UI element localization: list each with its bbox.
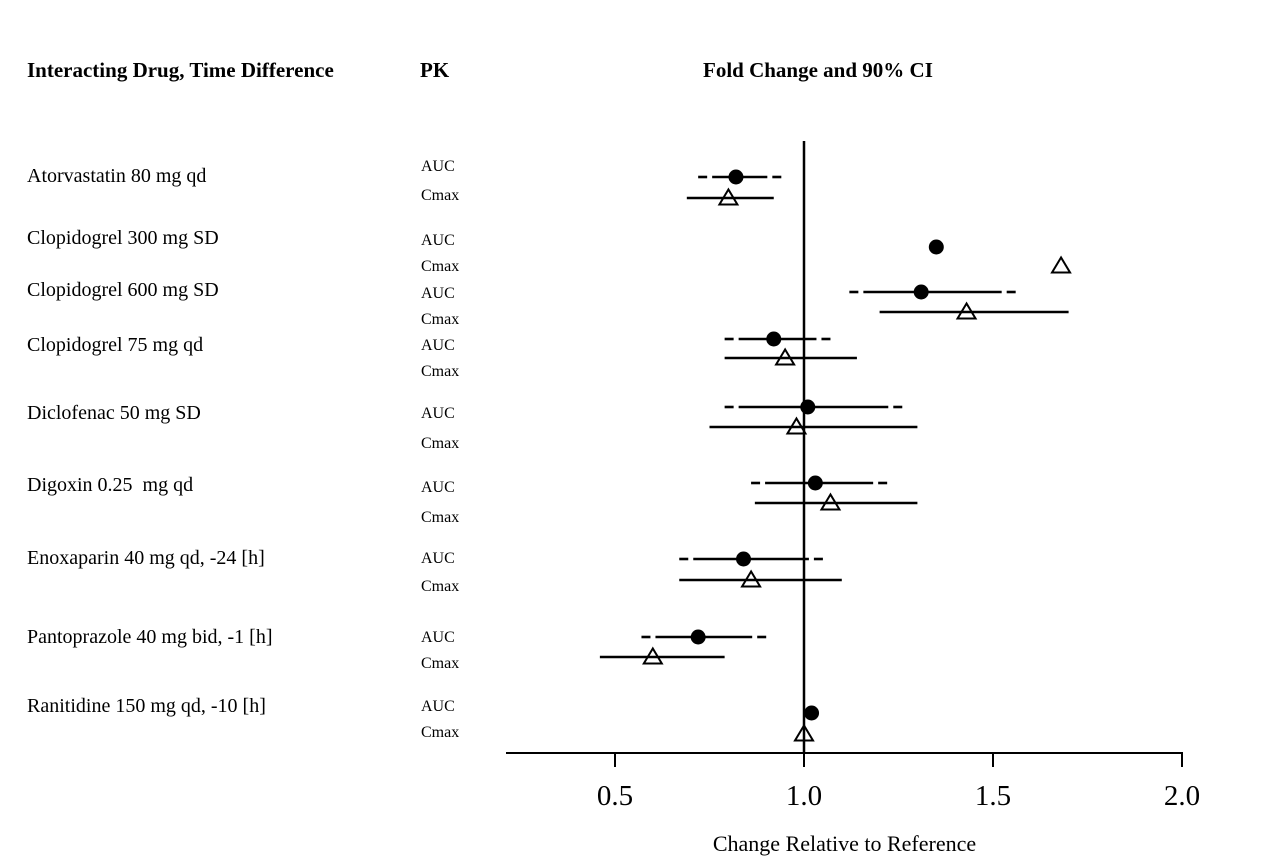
drug-label: Clopidogrel 75 mg qd [27,334,204,356]
column-header-pk: PK [420,58,450,82]
column-header-fold-change: Fold Change and 90% CI [703,58,933,82]
cmax-marker [717,187,740,206]
drug-label: Digoxin 0.25 mg qd [27,474,194,496]
cmax-marker [642,646,664,665]
x-tick-label: 0.5 [597,780,633,812]
pk-label-auc: AUC [421,550,455,567]
drug-label: Atorvastatin 80 mg qd [27,165,207,187]
x-tick-label: 1.5 [975,780,1011,812]
auc-marker [800,399,816,415]
auc-marker [766,331,782,347]
pk-label-cmax: Cmax [421,578,460,595]
pk-label-auc: AUC [421,285,455,302]
drug-label: Ranitidine 150 mg qd, -10 [h] [27,695,266,717]
drug-label: Diclofenac 50 mg SD [27,402,201,424]
pk-label-cmax: Cmax [421,724,460,741]
pk-label-auc: AUC [421,698,455,715]
pk-label-cmax: Cmax [421,435,460,452]
x-tick-label: 1.0 [786,780,822,812]
auc-marker [913,284,929,300]
pk-label-auc: AUC [421,479,455,496]
pk-label-auc: AUC [421,158,455,175]
auc-marker [804,705,820,721]
drug-label: Enoxaparin 40 mg qd, -24 [h] [27,547,265,569]
cmax-marker [955,301,978,320]
auc-marker [728,169,744,185]
cmax-marker [819,492,842,511]
auc-marker [928,239,944,255]
pk-label-cmax: Cmax [421,509,460,526]
pk-label-cmax: Cmax [421,187,460,204]
drug-label: Clopidogrel 600 mg SD [27,279,219,301]
cmax-marker [1050,255,1072,274]
pk-label-cmax: Cmax [421,655,460,672]
auc-marker [807,475,823,491]
x-axis-title: Change Relative to Reference [712,831,977,856]
cmax-marker [774,347,796,366]
pk-label-cmax: Cmax [421,311,460,328]
x-tick-label: 2.0 [1164,780,1200,812]
drug-label: Clopidogrel 300 mg SD [27,227,219,249]
auc-marker [736,551,752,567]
pk-label-auc: AUC [421,405,455,422]
auc-marker [690,629,706,645]
pk-label-auc: AUC [421,232,455,249]
pk-label-cmax: Cmax [421,258,460,275]
cmax-marker [785,416,808,435]
drug-label: Pantoprazole 40 mg bid, -1 [h] [27,626,273,648]
pk-label-auc: AUC [421,337,455,354]
column-header-interacting-drug: Interacting Drug, Time Difference [27,58,334,82]
cmax-marker [793,723,815,742]
pk-label-cmax: Cmax [421,363,460,380]
cmax-marker [740,569,762,588]
pk-label-auc: AUC [421,629,455,646]
